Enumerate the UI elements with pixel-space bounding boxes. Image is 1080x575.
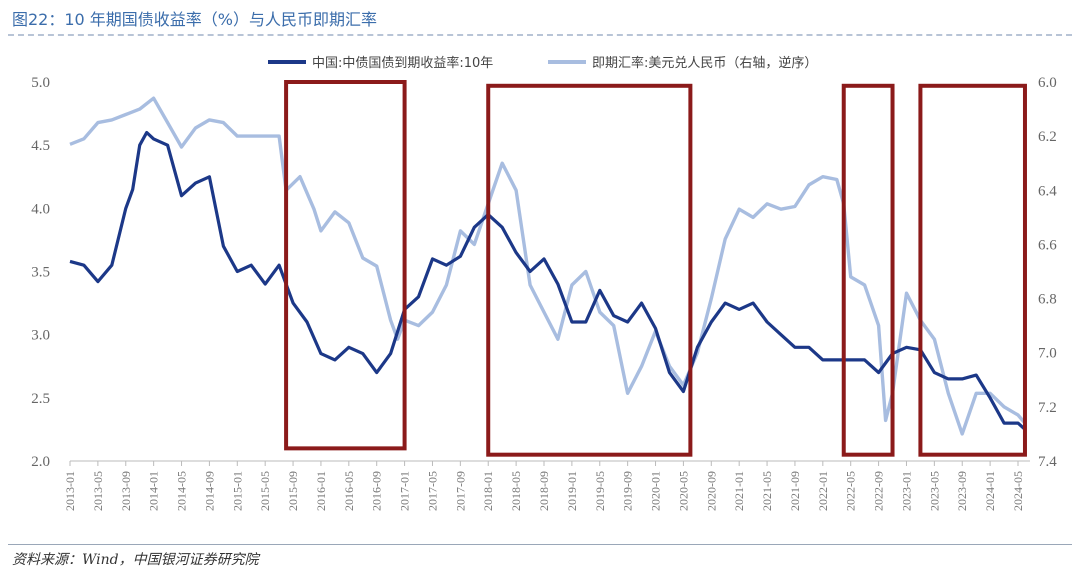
- x-tick-label: 2019-05: [593, 471, 607, 511]
- highlight-box-4: [918, 83, 1027, 457]
- y-right-tick-label: 6.0: [1038, 75, 1057, 91]
- x-tick-label: 2022-05: [844, 471, 858, 511]
- chart-title: 图22：10 年期国债收益率（%）与人民币即期汇率: [12, 10, 378, 29]
- x-tick-label: 2018-09: [537, 471, 551, 511]
- x-tick-label: 2015-01: [230, 471, 244, 511]
- x-tick-label: 2019-09: [621, 471, 635, 511]
- x-tick-label: 2022-01: [816, 471, 830, 511]
- y-left-tick-label: 2.5: [31, 391, 50, 407]
- x-tick-label: 2020-05: [676, 471, 690, 511]
- x-tick-label: 2015-05: [258, 471, 272, 511]
- x-tick-label: 2020-01: [649, 471, 663, 511]
- plot-area: [69, 96, 1027, 436]
- x-tick-label: 2023-09: [955, 471, 969, 511]
- highlight-boxes: [284, 80, 1027, 457]
- x-tick-label: 2015-09: [286, 471, 300, 511]
- yield-series-line: [69, 130, 1027, 431]
- x-tick-label: 2013-09: [119, 471, 133, 511]
- y-right-tick-label: 7.4: [1038, 454, 1057, 470]
- highlight-box-3: [841, 83, 895, 457]
- y-right-tick-label: 6.6: [1038, 237, 1057, 253]
- x-tick-label: 2021-09: [788, 471, 802, 511]
- y-left-tick-label: 3.5: [31, 265, 50, 281]
- x-tick-label: 2014-09: [202, 471, 216, 511]
- y-right-tick-label: 7.0: [1038, 346, 1057, 362]
- x-tick-label: 2018-01: [481, 471, 495, 511]
- y-left-tick-label: 5.0: [31, 75, 50, 91]
- y-right-tick-label: 6.4: [1038, 183, 1057, 199]
- footer-divider: [8, 544, 1072, 545]
- x-tick-label: 2014-01: [147, 471, 161, 511]
- y-right-tick-label: 7.2: [1038, 400, 1057, 416]
- y-left-tick-label: 3.0: [31, 328, 50, 344]
- x-tick-label: 2016-05: [342, 471, 356, 511]
- x-tick-label: 2023-01: [899, 471, 913, 511]
- highlight-box-2: [486, 83, 693, 457]
- y-left-tick-label: 4.5: [31, 138, 50, 154]
- x-tick-label: 2023-05: [927, 471, 941, 511]
- x-tick-label: 2017-09: [453, 471, 467, 511]
- x-tick-label: 2021-01: [732, 471, 746, 511]
- x-tick-label: 2013-05: [91, 471, 105, 511]
- x-tick-label: 2017-01: [398, 471, 412, 511]
- legend-yield-label: 中国:中债国债到期收益率:10年: [312, 55, 493, 71]
- x-tick-label: 2016-01: [314, 471, 328, 511]
- highlight-box-1: [284, 80, 407, 451]
- x-tick-label: 2022-09: [872, 471, 886, 511]
- legend: 中国:中债国债到期收益率:10年 即期汇率:美元兑人民币（右轴，逆序）: [268, 55, 817, 71]
- y-right-tick-label: 6.2: [1038, 129, 1057, 145]
- x-tick-label: 2019-01: [565, 471, 579, 511]
- y-right-tick-label: 6.8: [1038, 292, 1057, 308]
- source-note: 资料来源：Wind，中国银河证券研究院: [12, 552, 259, 568]
- x-tick-label: 2024-05: [1011, 471, 1025, 511]
- x-tick-label: 2024-01: [983, 471, 997, 511]
- legend-fx-label: 即期汇率:美元兑人民币（右轴，逆序）: [592, 55, 817, 71]
- x-tick-label: 2020-09: [704, 471, 718, 511]
- y-left-tick-label: 2.0: [31, 454, 50, 470]
- y-left-tick-label: 4.0: [31, 201, 50, 217]
- axes: 5.0 4.5 4.0 3.5 3.0 2.5 2.0 6.0 6.2 6.4 6.6 6.8 7.0 7…: [31, 75, 1057, 511]
- x-tick-label: 2013-01: [63, 471, 77, 511]
- x-tick-label: 2016-09: [370, 471, 384, 511]
- x-tick-label: 2017-05: [425, 471, 439, 511]
- fx-series-line: [69, 96, 1027, 436]
- x-tick-label: 2014-05: [175, 471, 189, 511]
- title-divider: [8, 34, 1072, 36]
- x-tick-label: 2018-05: [509, 471, 523, 511]
- x-tick-label: 2021-05: [760, 471, 774, 511]
